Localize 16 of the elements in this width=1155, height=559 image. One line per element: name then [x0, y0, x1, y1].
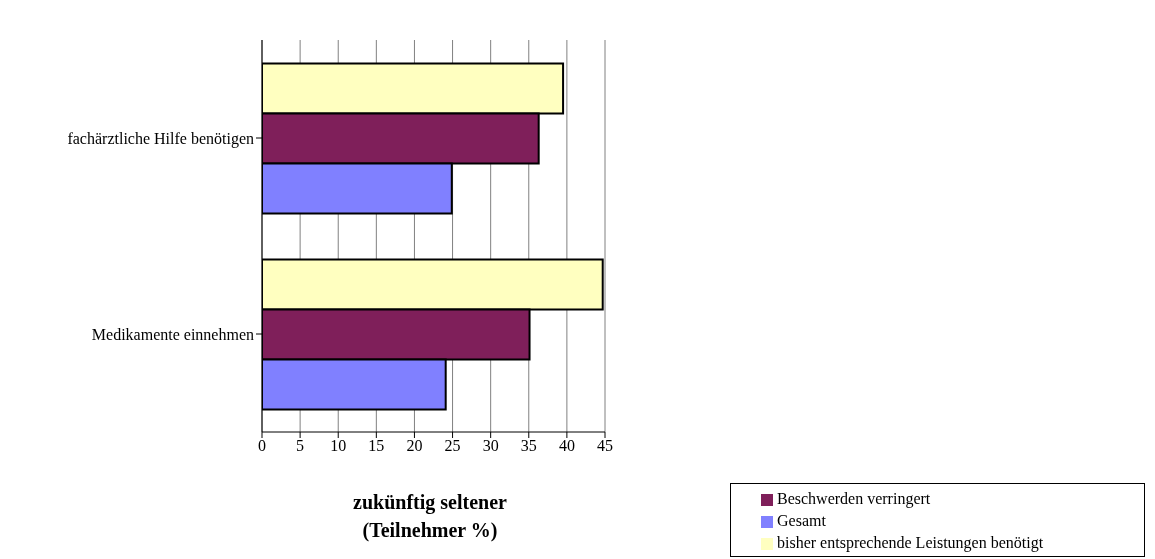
x-tick-label: 35 [520, 437, 537, 455]
x-tick-label: 15 [368, 437, 385, 455]
legend-label: Gesamt [777, 512, 826, 529]
x-tick-label: 10 [330, 437, 347, 455]
x-axis-title: zukünftig seltener (Teilnehmer %) [352, 490, 508, 544]
y-tick-label: fachärztliche Hilfe benötigen [67, 129, 254, 148]
y-tick-label: Medikamente einnehmen [91, 325, 254, 343]
legend-label: bisher entsprechende Leistungen benötigt [777, 534, 1044, 551]
legend-label: Beschwerden verringert [777, 490, 931, 507]
x-tick-label: 20 [406, 437, 423, 455]
x-tick-label: 45 [597, 437, 613, 455]
x-tick-label: 40 [558, 437, 575, 455]
x-tick-label: 0 [258, 437, 266, 455]
x-tick-label: 25 [444, 437, 461, 455]
x-tick-label: 30 [482, 437, 499, 455]
x-tick-label: 5 [296, 437, 305, 455]
